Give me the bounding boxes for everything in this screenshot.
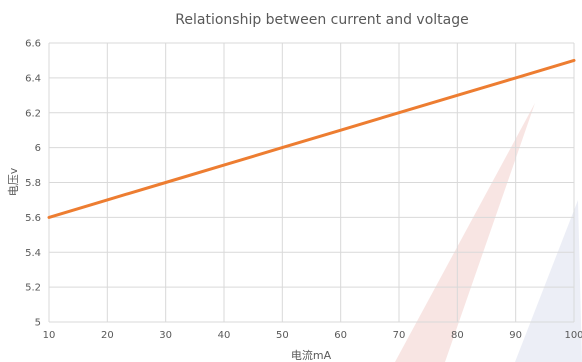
x-tick-label: 40 [218,330,231,341]
y-tick-label: 5.4 [25,248,41,259]
x-tick-label: 10 [43,330,56,341]
y-tick-label: 6 [35,143,41,154]
x-tick-label: 80 [451,330,464,341]
series-line [47,58,576,219]
x-tick-label: 20 [101,330,114,341]
x-tick-labels: 10 20 30 40 50 60 70 80 90 100 [43,330,582,341]
y-tick-label: 5.2 [25,283,41,294]
x-tick-label: 70 [393,330,406,341]
chart-title: Relationship between current and voltage [175,12,468,28]
x-tick-label: 30 [159,330,172,341]
watermark-wedge-left [395,103,535,362]
y-tick-label: 6.4 [25,73,41,84]
y-axis-title: 电压v [7,167,20,196]
y-tick-label: 5 [35,318,41,329]
x-tick-label: 50 [276,330,289,341]
series-layer [47,58,576,219]
x-tick-label: 60 [334,330,347,341]
x-axis-title: 电流mA [291,348,332,362]
y-tick-labels: 5 5.2 5.4 5.6 5.8 6 6.2 6.4 6.6 [25,39,41,329]
y-tick-label: 5.6 [25,213,41,224]
y-tick-label: 5.8 [25,178,41,189]
y-tick-label: 6.2 [25,108,41,119]
y-tick-label: 6.6 [25,39,41,50]
grid [48,42,575,323]
x-tick-label: 90 [509,330,522,341]
x-tick-label: 100 [564,330,582,341]
